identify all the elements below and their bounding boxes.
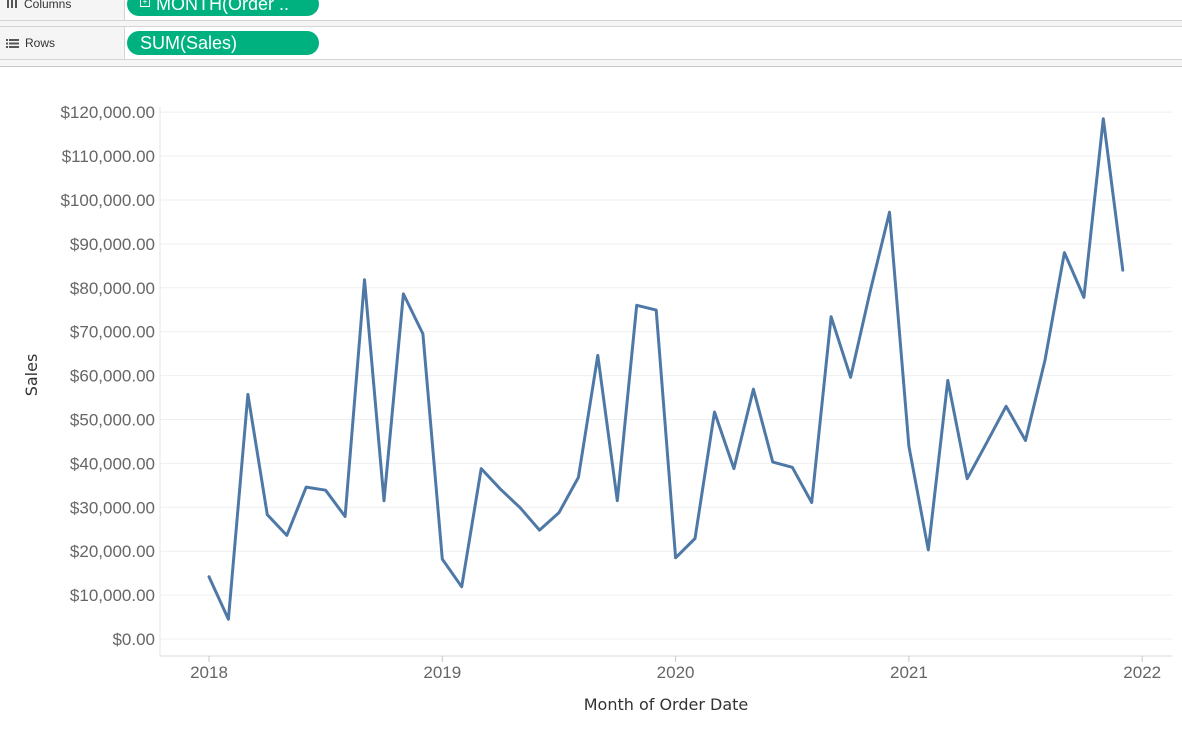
- grid-layer: [160, 111, 1172, 640]
- sales-series-line[interactable]: [207, 117, 1125, 621]
- y-tick-label: $40,000.00: [70, 454, 155, 473]
- columns-label-text: Columns: [24, 0, 72, 11]
- y-tick-label: $0.00: [112, 630, 155, 649]
- x-tick-label: 2021: [890, 663, 928, 682]
- rows-shelf-label: Rows: [0, 27, 125, 59]
- y-tick-label: $60,000.00: [70, 367, 155, 386]
- y-axis: $0.00 $10,000.00 $20,000.00 $30,000.00 $40,0…: [60, 103, 155, 649]
- chart-view: $0.00 $10,000.00 $20,000.00 $30,000.00 $40,0…: [0, 66, 1182, 730]
- x-tick-label: 2018: [190, 663, 228, 682]
- columns-shelf: Columns + MONTH(Order ..: [0, 0, 1182, 21]
- rows-pill[interactable]: SUM(Sales): [127, 31, 319, 55]
- rows-icon: [6, 38, 19, 48]
- columns-pill-text: MONTH(Order ..: [156, 0, 289, 14]
- x-tick-label: 2022: [1123, 663, 1161, 682]
- columns-drop-area[interactable]: + MONTH(Order ..: [125, 0, 1182, 20]
- y-tick-label: $20,000.00: [70, 542, 155, 561]
- y-tick-label: $50,000.00: [70, 410, 155, 429]
- y-tick-label: $70,000.00: [70, 323, 155, 342]
- rows-label-text: Rows: [25, 36, 56, 50]
- rows-pill-text: SUM(Sales): [140, 33, 238, 53]
- x-axis-title: Month of Order Date: [584, 695, 749, 714]
- expand-plus-icon[interactable]: +: [140, 0, 150, 8]
- x-tick-label: 2020: [657, 663, 695, 682]
- y-tick-label: $90,000.00: [70, 235, 155, 254]
- y-tick-label: $10,000.00: [70, 586, 155, 605]
- y-tick-label: $30,000.00: [70, 498, 155, 517]
- y-tick-label: $120,000.00: [60, 103, 155, 122]
- x-axis: 2018 2019 2020 2021 2022: [159, 107, 1172, 682]
- y-tick-label: $110,000.00: [62, 147, 155, 166]
- y-tick-label: $80,000.00: [70, 279, 155, 298]
- y-axis-title: Sales: [22, 354, 41, 397]
- rows-shelf: Rows SUM(Sales): [0, 26, 1182, 60]
- columns-shelf-label: Columns: [0, 0, 125, 20]
- sales-line-chart: $0.00 $10,000.00 $20,000.00 $30,000.00 $40,0…: [22, 103, 1172, 714]
- series-layer: [207, 117, 1125, 621]
- rows-drop-area[interactable]: SUM(Sales): [125, 27, 1182, 59]
- columns-pill[interactable]: + MONTH(Order ..: [127, 0, 319, 16]
- columns-icon: [6, 0, 18, 9]
- y-tick-label: $100,000.00: [60, 191, 155, 210]
- x-tick-label: 2019: [423, 663, 461, 682]
